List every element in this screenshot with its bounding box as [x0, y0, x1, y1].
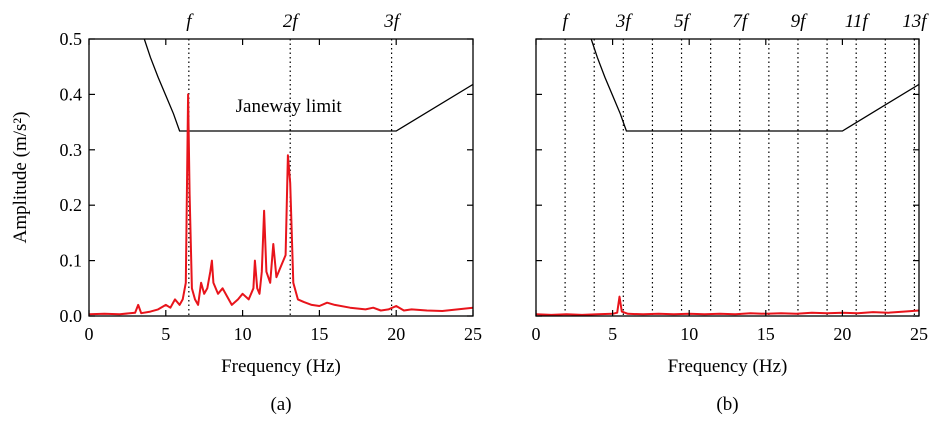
amplitude-spectrum-line: [89, 93, 473, 316]
harmonic-label: 13f: [902, 11, 929, 32]
x-tick-label: 25: [910, 324, 928, 344]
janeway-limit-label: Janeway limit: [236, 96, 343, 117]
y-tick-label: 0.3: [60, 140, 83, 160]
x-tick-label: 20: [387, 324, 405, 344]
panel-caption: (b): [716, 394, 738, 415]
x-tick-label: 0: [85, 324, 94, 344]
x-axis-title: Frequency (Hz): [668, 356, 788, 377]
amplitude-spectrum-line: [536, 295, 919, 316]
harmonic-label: 2f: [283, 11, 301, 32]
harmonic-label: 3f: [615, 11, 634, 32]
harmonic-label: 11f: [845, 11, 871, 32]
x-tick-label: 0: [532, 324, 541, 344]
x-axis-title: Frequency (Hz): [221, 356, 341, 377]
x-tick-label: 15: [310, 324, 328, 344]
x-tick-label: 25: [464, 324, 482, 344]
janeway-limit-curve: [143, 39, 473, 132]
y-tick-label: 0.4: [60, 84, 83, 104]
x-tick-label: 15: [757, 324, 775, 344]
y-tick-label: 0.5: [60, 29, 83, 49]
harmonic-label: 7f: [732, 11, 750, 32]
plot-frame: [88, 38, 474, 317]
harmonic-label: 3f: [383, 11, 402, 32]
janeway-limit-curve: [590, 39, 919, 132]
y-tick-label: 0.1: [60, 251, 83, 271]
x-tick-label: 10: [234, 324, 252, 344]
x-tick-label: 5: [161, 324, 170, 344]
harmonic-label: f: [562, 11, 570, 32]
panel-caption: (a): [270, 394, 291, 415]
plot-frame: [535, 38, 920, 317]
harmonic-label: 5f: [674, 11, 692, 32]
panel-a: f 2f 3f 0 5 10 15 20 25 0.0 0.1 0.2 0.3 0.4 0.5 Frequen…: [10, 11, 482, 415]
panel-b: f 3f 5f 7f 9f 11f 13f 0 5 10 15 20 25 Frequency (Hz) (…: [532, 11, 930, 415]
y-tick-label: 0.2: [60, 195, 83, 215]
x-tick-label: 5: [608, 324, 617, 344]
harmonic-label: f: [186, 11, 194, 32]
x-tick-label: 10: [680, 324, 698, 344]
y-tick-label: 0.0: [60, 306, 83, 326]
y-axis-title: Amplitude (m/s²): [10, 112, 31, 244]
harmonic-label: 9f: [791, 11, 809, 32]
x-tick-label: 20: [833, 324, 851, 344]
